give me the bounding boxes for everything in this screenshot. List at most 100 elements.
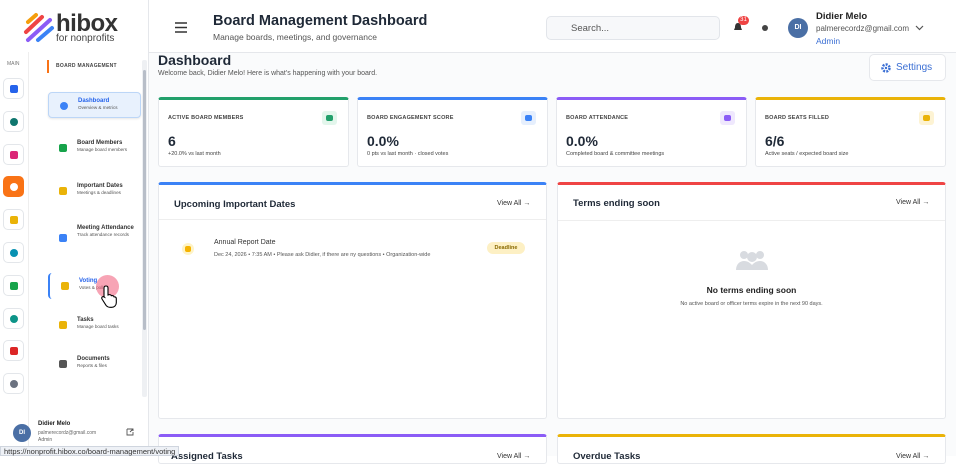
sidebar-item-desc: Votes & polls [79,285,106,290]
view-all-link[interactable]: View All → [497,453,531,460]
stat-note: Completed board & committee meetings [566,151,665,157]
view-all-link[interactable]: View All → [896,199,930,206]
rail-button[interactable] [3,274,24,296]
date-title: Annual Report Date [214,239,276,246]
menu-toggle[interactable] [175,22,187,33]
sidebar-item-desc: Overview & metrics [78,105,118,110]
sidebar-item[interactable]: Board Members Manage board members [48,131,141,165]
icon-rail [0,52,29,456]
sidebar-item[interactable]: Dashboard Overview & metrics [48,92,141,118]
stat-label: ACTIVE BOARD MEMBERS [168,115,244,121]
sidebar-item-label: Voting [79,278,98,284]
sidebar-item-icon [59,360,67,368]
date-badge: Deadline [487,242,525,254]
settings-label: Settings [896,62,933,73]
logo-tagline: for nonprofits [56,33,115,44]
logout-icon[interactable] [126,428,134,436]
stat-value: 0.0% [367,133,399,149]
sidebar-item-desc: Track attendance records [77,232,129,237]
rail-icon [10,249,18,257]
sidebar-item-label: Important Dates [77,183,123,189]
rail-button[interactable] [3,307,24,329]
header-avatar[interactable]: DI [788,18,808,38]
rail-button[interactable] [3,78,24,99]
rail-icon [10,216,18,225]
sidebar-item-desc: Reports & files [77,363,107,368]
stat-icon [322,111,337,125]
sidebar-item-text: Important Dates Meetings & deadlines [77,182,137,196]
sidebar-item-icon [59,187,67,195]
header-user-name: Didier Melo [816,11,868,22]
rail-icon [10,183,18,192]
rail-icon [10,314,18,323]
sidebar-item[interactable]: Meeting Attendance Track attendance recor… [48,221,141,255]
sidebar-item-label: Documents [77,356,110,362]
rail-button[interactable] [3,110,24,132]
rail-button[interactable] [3,242,24,263]
terms-panel: Terms ending soon View All → No terms en… [557,182,946,419]
sidebar-user-email: palmerecordz@gmail.com [38,430,97,436]
panel-title: Assigned Tasks [171,451,243,462]
sidebar-item[interactable]: Voting Votes & polls [48,273,141,299]
stat-note: +20.0% vs last month [168,151,221,157]
bell-icon[interactable] [733,22,743,33]
settings-button[interactable]: Settings [869,54,946,81]
rail-button[interactable] [3,176,24,198]
stat-value: 6 [168,133,176,149]
stat-label: BOARD ATTENDANCE [566,115,629,121]
stat-value: 0.0% [566,133,598,149]
header-subtitle: Manage boards, meetings, and governance [213,32,377,42]
view-all-link[interactable]: View All → [896,453,930,460]
panel-title: Terms ending soon [573,198,660,209]
sidebar-item-icon [61,282,69,290]
rail-icon [10,380,18,389]
sidebar-item[interactable]: Documents Reports & files [48,351,141,377]
stat-icon [720,111,735,125]
search-box[interactable]: Search... [546,16,720,40]
theme-toggle[interactable] [762,25,768,31]
sidebar-item-icon [59,321,67,329]
sidebar-item[interactable]: Tasks Manage board tasks [48,312,141,338]
sidebar-item-desc: Meetings & deadlines [77,190,121,195]
section-marker [47,60,49,73]
user-menu-chevron[interactable] [915,25,924,31]
sidebar-user-name: Didier Melo [38,421,71,427]
view-all-link[interactable]: View All → [497,200,531,207]
rail-icon [10,347,18,356]
search-placeholder: Search... [571,23,610,34]
logo-name: hibox [56,10,118,37]
panel-title: Overdue Tasks [573,451,641,462]
divider [558,220,945,221]
sidebar-item-label: Tasks [77,317,94,323]
scrollbar[interactable] [142,60,147,397]
rail-icon [10,85,18,93]
sidebar-item[interactable]: Important Dates Meetings & deadlines [48,174,141,208]
sidebar-avatar[interactable]: DI [13,424,31,442]
rail-button[interactable] [3,143,24,165]
sidebar-item-desc: Manage board members [77,147,128,152]
rail-button[interactable] [3,373,24,395]
stat-card: BOARD ATTENDANCE 0.0% Completed board & co… [556,97,747,167]
rail-button[interactable] [3,340,24,362]
sidebar-item-desc: Manage board tasks [77,324,119,329]
stat-note: 0 pts vs last month · closed votes [367,151,449,157]
header-user-email: palmerecordz@gmail.com [816,24,910,33]
rail-icon [10,150,18,159]
stat-label: BOARD SEATS FILLED [765,115,829,121]
rail-button[interactable] [3,209,24,231]
cursor [101,285,117,308]
rail-section: MAIN [7,61,20,67]
date-meta: Dec 24, 2026 • 7:35 AM • Please ask Didi… [214,252,431,258]
stat-note: Active seats / expected board size [765,151,849,157]
sidebar-panel [0,0,149,456]
sidebar-item-text: Board Members Manage board members [77,139,137,153]
empty-icon [736,251,768,270]
stat-icon-glyph [923,115,930,121]
status-bar: https://nonprofit.hibox.co/board-managem… [0,446,180,456]
stat-icon [919,111,934,125]
sidebar-item-icon [60,102,68,110]
stat-icon-glyph [326,115,333,121]
sidebar-item-icon [59,234,67,242]
divider [159,219,546,220]
